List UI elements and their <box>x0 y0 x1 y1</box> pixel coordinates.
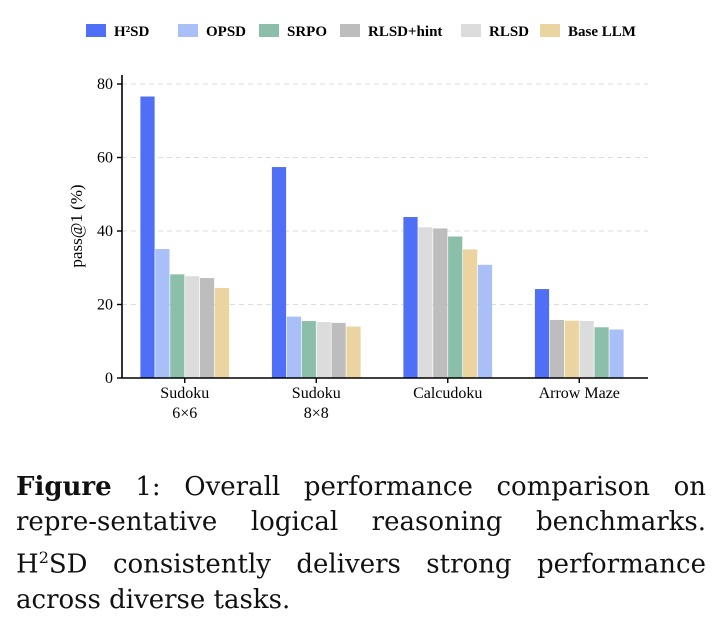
x-tick-label: 6×6 <box>172 405 197 422</box>
caption-superscript: 2 <box>38 548 49 567</box>
legend-label: SRPO <box>287 24 327 40</box>
bar-h-sd <box>271 167 287 378</box>
y-tick-label: 20 <box>97 297 113 314</box>
axes <box>121 75 648 379</box>
legend-label: H²SD <box>114 24 150 40</box>
bar-srpo <box>594 327 609 378</box>
bar-rlsd-hint <box>331 322 346 379</box>
bar-srpo <box>448 236 463 378</box>
legend-label: OPSD <box>206 24 246 40</box>
x-tick-label: 8×8 <box>304 405 329 422</box>
legend-label: Base LLM <box>568 24 636 40</box>
bars <box>140 96 624 379</box>
caption-number: 1 <box>135 472 152 502</box>
bar-base-llm <box>463 249 478 379</box>
bar-rlsd <box>185 276 200 378</box>
bar-rlsd-hint <box>433 228 448 378</box>
legend-swatch <box>340 24 360 37</box>
bar-base-llm <box>346 326 361 378</box>
legend-swatch <box>86 24 106 37</box>
bar-h-sd <box>140 96 155 378</box>
y-tick-label: 0 <box>105 370 113 387</box>
legend-swatch <box>540 24 560 37</box>
legend-swatch <box>461 24 481 37</box>
caption-text-end: SD consistently delivers strong performa… <box>16 549 706 615</box>
bar-h-sd <box>403 217 418 378</box>
bar-opsd <box>286 316 301 378</box>
x-tick-labels: Sudoku 6×6 Sudoku 8×8 Calcudoku Arrow Maze <box>160 378 620 422</box>
bar-opsd <box>477 264 493 378</box>
x-tick-label: Arrow Maze <box>539 385 620 402</box>
bar-rlsd <box>316 322 331 378</box>
x-tick-label: Sudoku <box>292 385 341 402</box>
bar-chart: 0 20 40 60 80 Sudoku 6×6 Sudoku 8×8 Calcudoku Arr… <box>67 24 648 422</box>
legend-swatch <box>178 24 198 37</box>
y-ticks: 0 20 40 60 80 <box>97 76 122 387</box>
grid-lines <box>122 83 648 305</box>
bar-rlsd <box>579 321 594 378</box>
caption-label: Figure <box>16 472 112 502</box>
y-tick-label: 40 <box>97 223 113 240</box>
bar-base-llm <box>214 287 230 378</box>
bar-srpo <box>170 274 185 378</box>
caption-text-start: : Overall performance comparison on repr… <box>16 472 707 580</box>
y-tick-label: 80 <box>97 76 113 93</box>
legend-label: RLSD <box>489 24 529 40</box>
bar-rlsd-hint <box>200 278 215 378</box>
bar-srpo <box>301 321 316 378</box>
y-axis-label: pass@1 (%) <box>67 184 86 267</box>
legend-label: RLSD+hint <box>368 24 442 40</box>
bar-rlsd <box>418 227 433 378</box>
bar-rlsd-hint <box>549 319 564 378</box>
figure-caption: Figure 1: Overall performance comparison… <box>16 470 706 618</box>
legend-swatch <box>259 24 279 37</box>
bar-opsd <box>609 329 624 378</box>
bar-h-sd <box>534 289 550 378</box>
y-tick-label: 60 <box>97 150 113 167</box>
x-tick-label: Sudoku <box>160 385 209 402</box>
bar-base-llm <box>564 320 579 378</box>
bar-opsd <box>155 249 170 378</box>
x-tick-label: Calcudoku <box>413 385 482 402</box>
legend: H²SD OPSD SRPO RLSD+hint RLSD Base LLM <box>86 24 636 40</box>
